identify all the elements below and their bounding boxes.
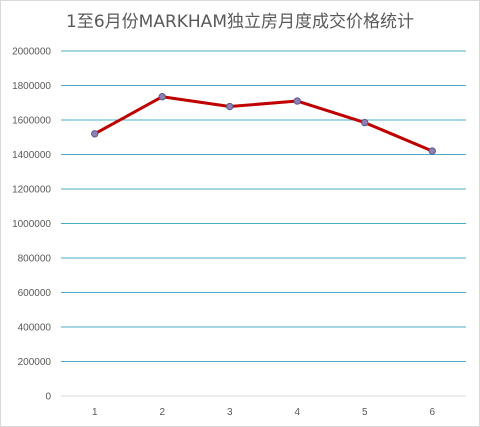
y-tick-label: 0 xyxy=(45,392,51,403)
y-tick-label: 1600000 xyxy=(12,116,51,127)
x-tick-label: 4 xyxy=(294,407,300,418)
x-axis: 1 2 3 4 5 6 xyxy=(61,395,466,418)
data-point xyxy=(226,102,234,111)
y-tick-label: 1800000 xyxy=(12,81,51,92)
gridlines xyxy=(61,50,466,362)
y-tick-label: 400000 xyxy=(18,323,52,334)
series-group xyxy=(91,93,436,155)
y-tick-label: 800000 xyxy=(18,254,52,265)
x-tick-label: 2 xyxy=(159,407,165,418)
y-tick-label: 2000000 xyxy=(12,47,51,58)
data-point xyxy=(91,130,99,138)
data-point xyxy=(158,93,166,101)
y-tick-label: 1000000 xyxy=(12,219,51,230)
chart-title: 1至6月份MARKHAM独立房月度成交价格统计 xyxy=(66,12,414,32)
x-tick-label: 3 xyxy=(227,407,233,418)
y-tick-label: 1200000 xyxy=(12,185,51,196)
data-point xyxy=(293,97,301,105)
y-tick-label: 600000 xyxy=(18,288,52,299)
x-tick-label: 5 xyxy=(362,407,368,418)
data-point xyxy=(428,147,436,155)
y-axis: 0 200000 400000 600000 800000 1000000 1200000 1… xyxy=(12,47,51,403)
data-point xyxy=(361,118,369,127)
y-tick-label: 1400000 xyxy=(12,150,51,161)
x-tick-label: 1 xyxy=(92,407,98,418)
y-tick-label: 200000 xyxy=(18,357,52,368)
series-line xyxy=(93,95,434,153)
x-tick-label: 6 xyxy=(429,407,435,418)
